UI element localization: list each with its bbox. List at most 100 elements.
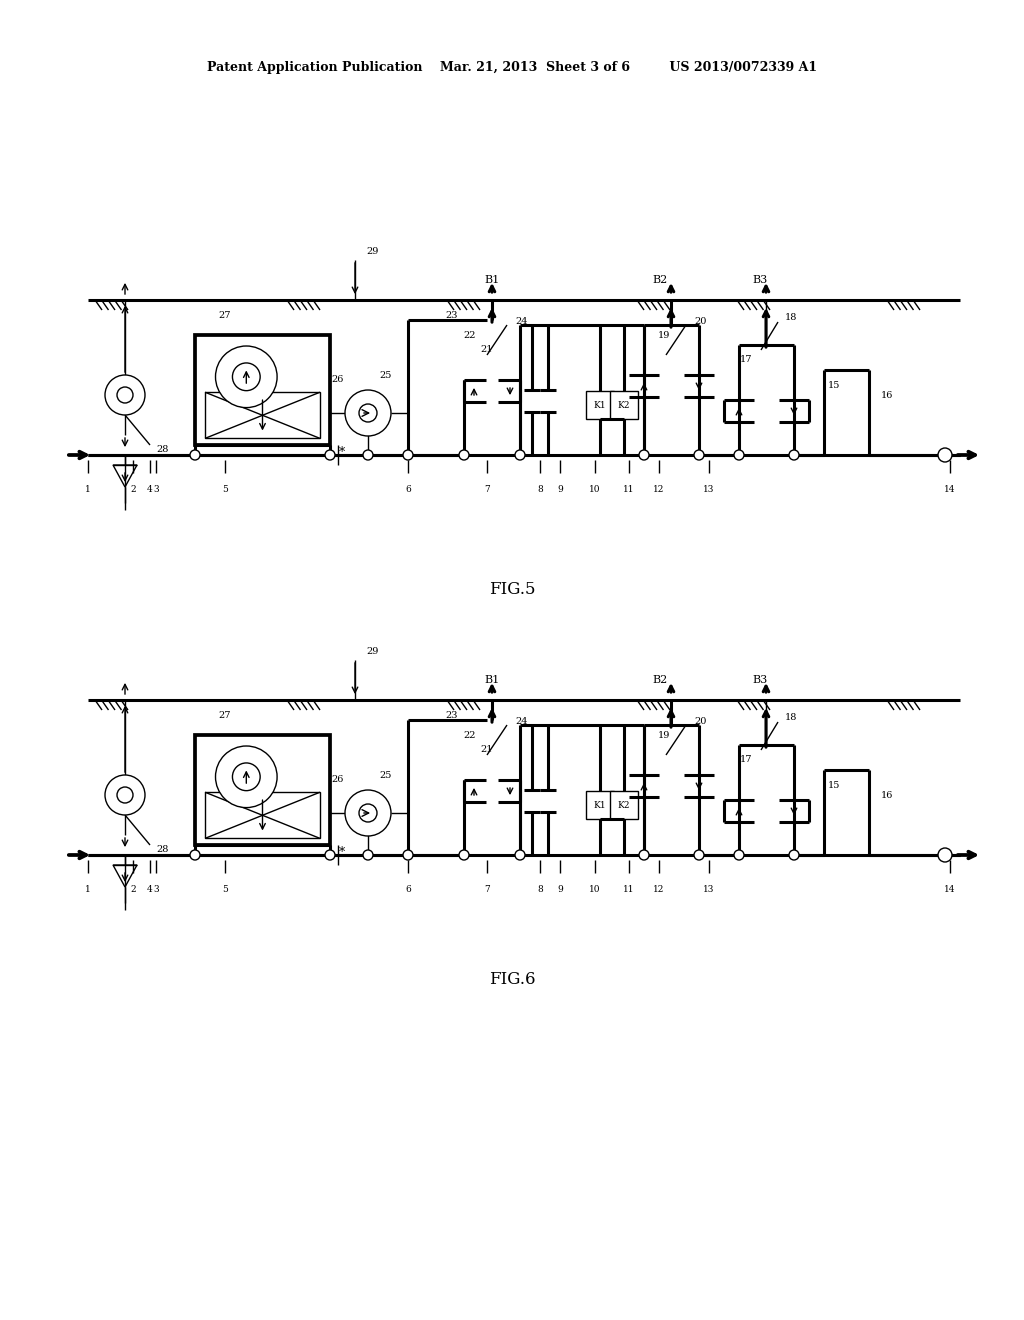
Circle shape	[734, 850, 744, 861]
Text: K2: K2	[617, 800, 630, 809]
Text: 15: 15	[827, 380, 840, 389]
Bar	[586, 791, 614, 818]
Text: K2: K2	[617, 400, 630, 409]
Circle shape	[694, 850, 705, 861]
Circle shape	[459, 850, 469, 861]
Text: B3: B3	[753, 675, 768, 685]
Text: 2: 2	[130, 486, 136, 495]
Text: 11: 11	[624, 486, 635, 495]
Circle shape	[790, 850, 799, 861]
Bar	[610, 791, 638, 818]
Bar	[205, 792, 319, 838]
Circle shape	[639, 850, 649, 861]
Circle shape	[325, 850, 335, 861]
Text: 1: 1	[85, 886, 91, 895]
Text: 12: 12	[653, 486, 665, 495]
Text: 9: 9	[557, 886, 563, 895]
Text: 29: 29	[367, 648, 379, 656]
Text: 6: 6	[406, 486, 411, 495]
Text: 14: 14	[944, 486, 955, 495]
Text: 9: 9	[557, 486, 563, 495]
Text: B2: B2	[652, 275, 668, 285]
Text: 23: 23	[445, 310, 459, 319]
Text: 7: 7	[484, 886, 489, 895]
Text: 18: 18	[784, 314, 798, 322]
Text: 13: 13	[703, 886, 715, 895]
Circle shape	[734, 450, 744, 459]
Circle shape	[938, 447, 952, 462]
Text: 14: 14	[944, 886, 955, 895]
Text: 4: 4	[147, 886, 153, 895]
Circle shape	[232, 763, 260, 791]
Text: B2: B2	[652, 675, 668, 685]
Circle shape	[215, 346, 278, 408]
Circle shape	[345, 789, 391, 836]
Text: 17: 17	[739, 755, 753, 764]
Circle shape	[938, 847, 952, 862]
Text: 10: 10	[589, 886, 601, 895]
Text: 25: 25	[380, 771, 392, 780]
Text: 26: 26	[332, 375, 344, 384]
Text: 16: 16	[881, 791, 893, 800]
Circle shape	[190, 850, 200, 861]
Circle shape	[117, 787, 133, 803]
Circle shape	[345, 389, 391, 436]
Text: 26: 26	[332, 776, 344, 784]
Text: 22: 22	[464, 330, 476, 339]
Text: 25: 25	[380, 371, 392, 380]
Text: 16: 16	[881, 391, 893, 400]
Text: 19: 19	[657, 730, 670, 739]
Text: 22: 22	[464, 730, 476, 739]
Text: 7: 7	[484, 486, 489, 495]
Text: 5: 5	[222, 886, 228, 895]
Text: 2: 2	[130, 886, 136, 895]
Text: 15: 15	[827, 780, 840, 789]
Bar	[195, 735, 330, 845]
Text: 13: 13	[703, 486, 715, 495]
Text: 3: 3	[154, 486, 159, 495]
Circle shape	[359, 404, 377, 422]
Circle shape	[117, 387, 133, 403]
Text: 23: 23	[445, 710, 459, 719]
Text: 19: 19	[657, 330, 670, 339]
Bar	[205, 392, 319, 438]
Bar	[610, 391, 638, 418]
Text: 10: 10	[589, 486, 601, 495]
Circle shape	[639, 450, 649, 459]
Circle shape	[515, 450, 525, 459]
Text: 5: 5	[222, 486, 228, 495]
Circle shape	[694, 450, 705, 459]
Circle shape	[215, 746, 278, 808]
Circle shape	[105, 775, 145, 814]
Circle shape	[790, 450, 799, 459]
Bar	[586, 391, 614, 418]
Circle shape	[359, 804, 377, 822]
Circle shape	[403, 850, 413, 861]
Text: FIG.6: FIG.6	[488, 972, 536, 989]
Circle shape	[515, 850, 525, 861]
Text: 1: 1	[85, 486, 91, 495]
Circle shape	[232, 363, 260, 391]
Text: 29: 29	[367, 248, 379, 256]
Text: 17: 17	[739, 355, 753, 364]
Text: 4: 4	[147, 486, 153, 495]
Text: 28: 28	[157, 446, 169, 454]
Text: B1: B1	[484, 675, 500, 685]
Circle shape	[362, 450, 373, 459]
Text: Patent Application Publication    Mar. 21, 2013  Sheet 3 of 6         US 2013/00: Patent Application Publication Mar. 21, …	[207, 62, 817, 74]
Circle shape	[105, 375, 145, 414]
Text: *: *	[339, 846, 345, 859]
Circle shape	[403, 450, 413, 459]
Text: FIG.5: FIG.5	[488, 582, 536, 598]
Text: 24: 24	[516, 318, 528, 326]
Text: 8: 8	[538, 886, 543, 895]
Text: 21: 21	[480, 746, 494, 755]
Text: 12: 12	[653, 886, 665, 895]
Text: K1: K1	[594, 400, 606, 409]
Text: 21: 21	[480, 346, 494, 355]
Circle shape	[362, 850, 373, 861]
Text: 24: 24	[516, 718, 528, 726]
Text: 8: 8	[538, 486, 543, 495]
Text: 18: 18	[784, 714, 798, 722]
Text: 27: 27	[219, 310, 231, 319]
